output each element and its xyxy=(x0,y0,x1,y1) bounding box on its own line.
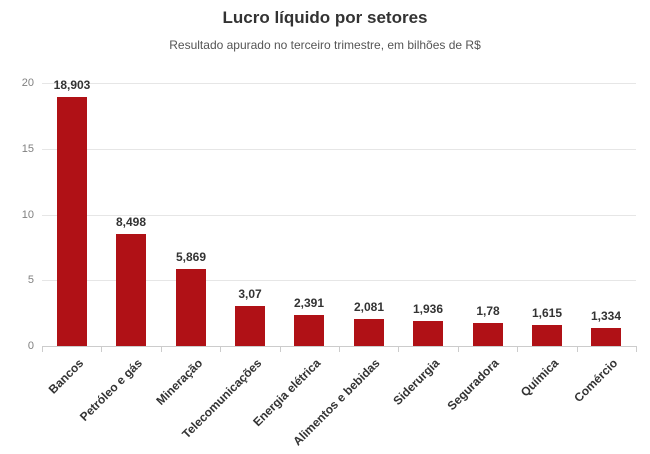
bar-value-label: 5,869 xyxy=(175,250,207,264)
x-axis-tick xyxy=(517,346,518,352)
y-axis-label: 15 xyxy=(21,143,34,155)
bar-value-label: 1,334 xyxy=(590,309,622,323)
x-axis-tick xyxy=(577,346,578,352)
x-axis-category-text: Petróleo e gás xyxy=(76,356,145,424)
bar-value-label: 8,498 xyxy=(115,215,147,229)
bar-value-label: 2,081 xyxy=(353,300,385,314)
y-axis-label: 5 xyxy=(27,274,34,286)
x-axis-tick xyxy=(280,346,281,352)
x-axis-category-text: Química xyxy=(517,356,561,400)
x-axis-tick xyxy=(42,346,43,352)
chart-subtitle: Resultado apurado no terceiro trimestre,… xyxy=(169,38,481,52)
x-axis-tick xyxy=(398,346,399,352)
x-axis-tick xyxy=(458,346,459,352)
y-axis-label: 20 xyxy=(21,77,34,89)
bar xyxy=(473,323,503,346)
chart-title: Lucro líquido por setores xyxy=(222,8,428,27)
x-axis-category-text: Mineração xyxy=(153,356,205,408)
bar xyxy=(176,269,206,346)
x-axis-category-text: Comércio xyxy=(570,356,620,406)
bar xyxy=(235,306,265,346)
x-axis-tick xyxy=(220,346,221,352)
bar-value-label: 1,615 xyxy=(531,306,563,320)
bar-value-label: 3,07 xyxy=(238,287,262,301)
bar-value-label: 1,936 xyxy=(412,302,444,316)
x-axis-tick xyxy=(636,346,637,352)
gridline xyxy=(42,149,636,150)
y-axis-label: 10 xyxy=(21,209,34,221)
x-axis-category-text: Siderurgia xyxy=(390,356,442,408)
bar-value-label: 2,391 xyxy=(293,296,325,310)
gridline xyxy=(42,83,636,84)
gridline xyxy=(42,280,636,281)
bar xyxy=(354,319,384,346)
x-axis-category-text: Bancos xyxy=(45,356,86,397)
bar xyxy=(413,321,443,346)
bar xyxy=(532,325,562,346)
y-axis-label: 0 xyxy=(27,340,34,352)
x-axis-tick xyxy=(339,346,340,352)
x-axis-tick xyxy=(161,346,162,352)
bar xyxy=(116,234,146,346)
gridline xyxy=(42,215,636,216)
bar xyxy=(57,97,87,346)
bar xyxy=(591,328,621,346)
x-axis-category-text: Seguradora xyxy=(444,356,502,414)
bar xyxy=(294,315,324,346)
x-axis-tick xyxy=(101,346,102,352)
bar-value-label: 18,903 xyxy=(53,78,91,92)
bar-value-label: 1,78 xyxy=(476,304,500,318)
